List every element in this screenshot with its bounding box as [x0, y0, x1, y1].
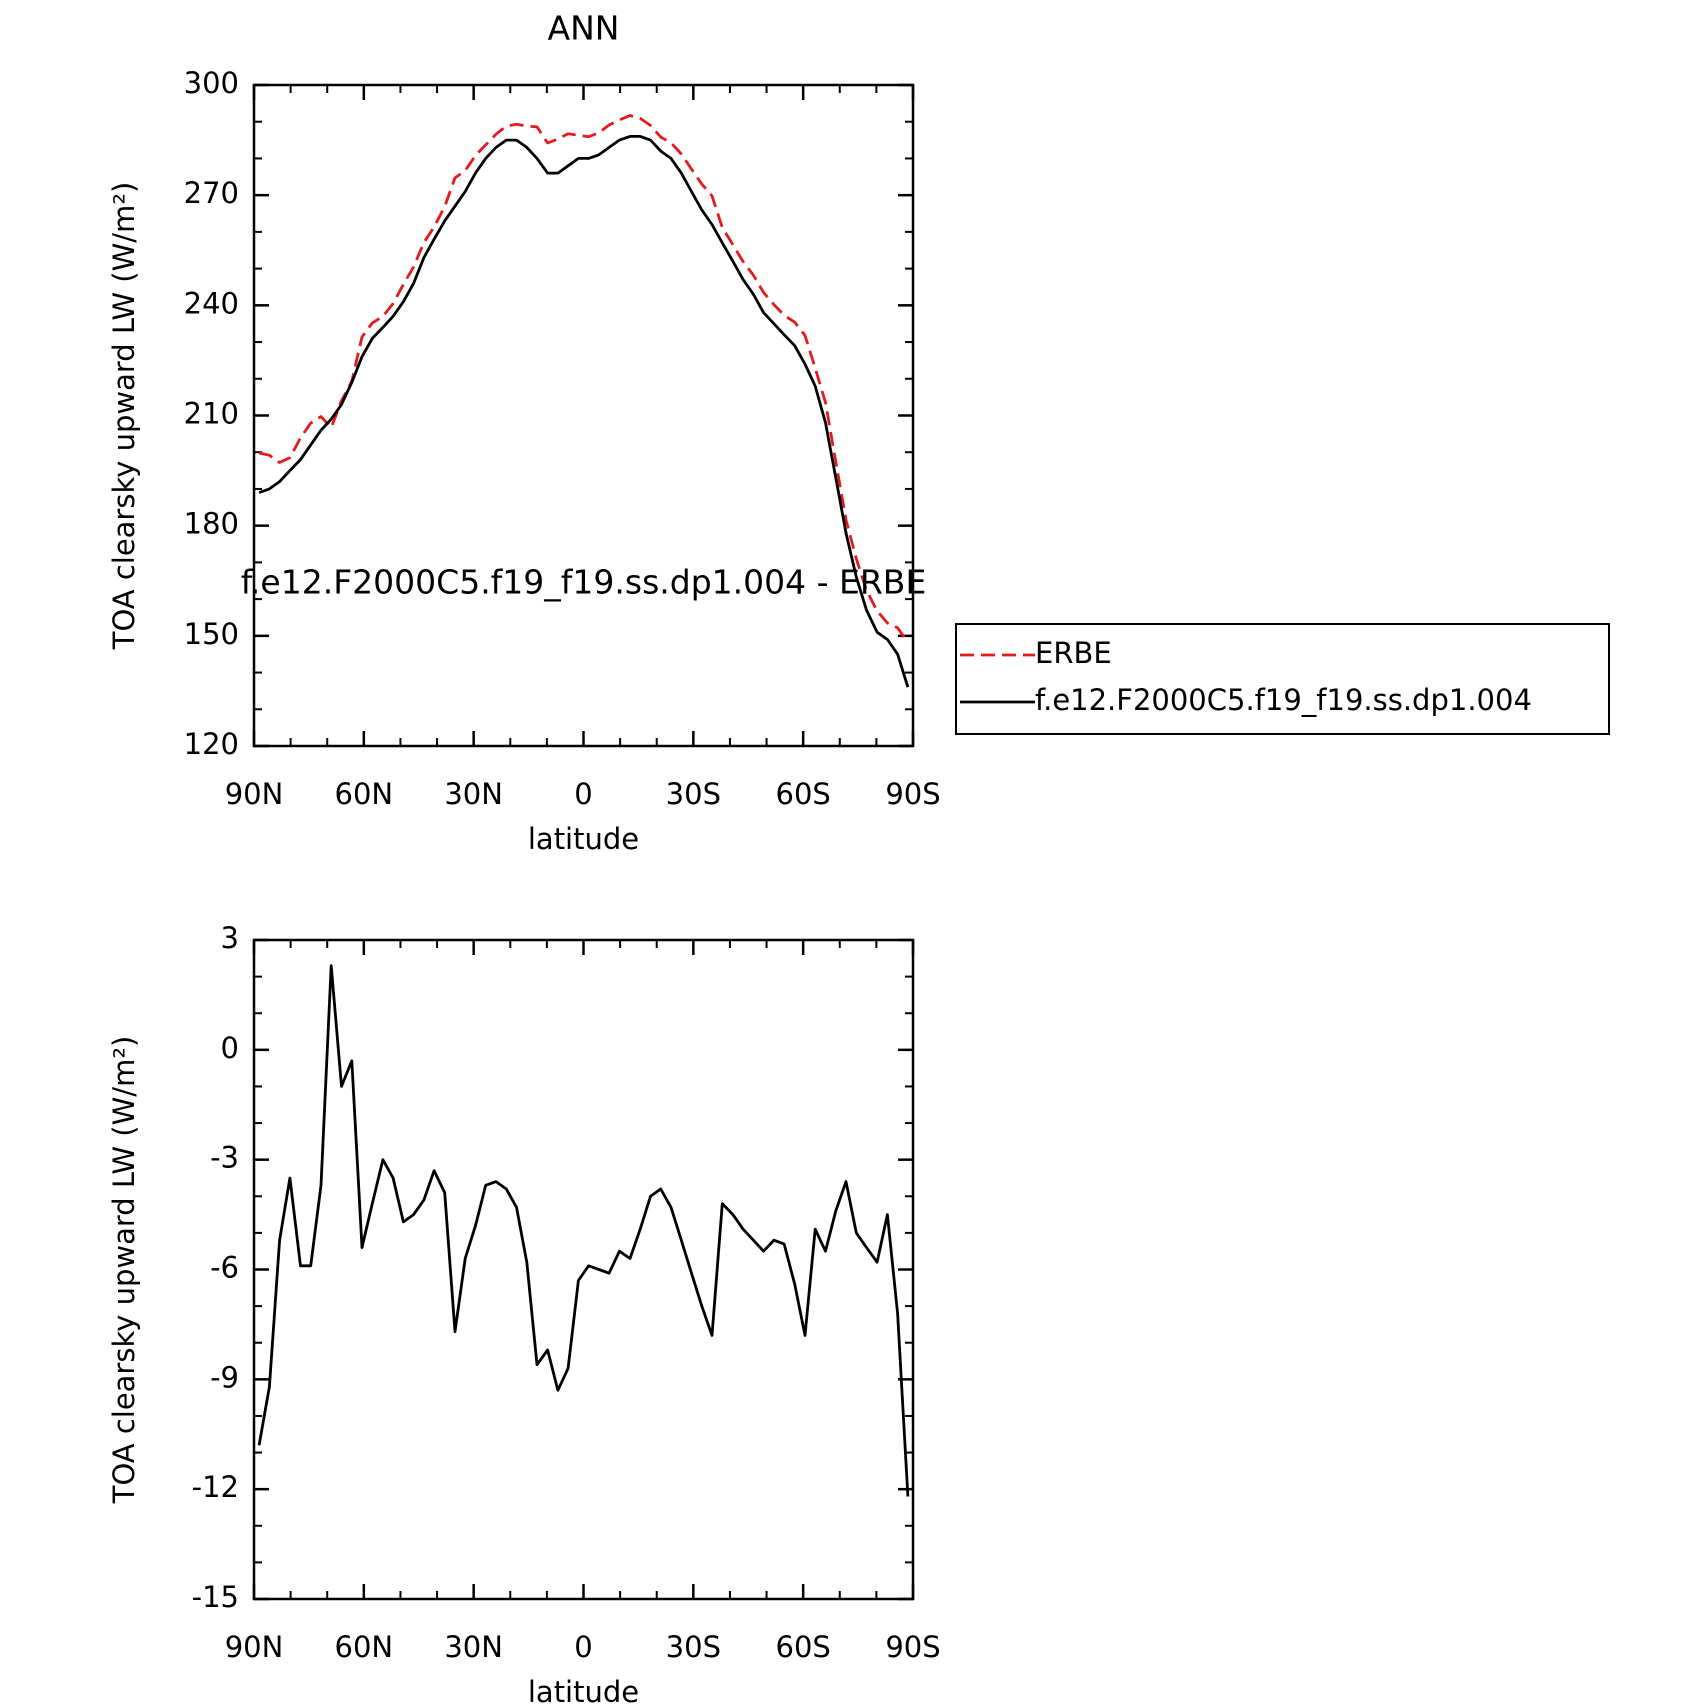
plot-frame: [252, 938, 915, 1601]
y-tick-label: -15: [192, 1580, 239, 1614]
y-tick-label: 300: [184, 66, 239, 100]
x-tick-label: 0: [574, 777, 592, 811]
x-tick-label: 30N: [444, 1630, 503, 1664]
chart-title: f.e12.F2000C5.f19_f19.ss.dp1.004 - ERBE: [241, 563, 927, 602]
x-tick-label: 90S: [885, 1630, 940, 1664]
x-tick-label: 60S: [776, 777, 831, 811]
x-tick-label: 60N: [335, 777, 394, 811]
y-tick-label: 180: [184, 507, 239, 541]
x-axis-label: latitude: [528, 1675, 639, 1708]
x-tick-label: 90S: [885, 777, 940, 811]
data-line: [258, 114, 910, 644]
y-tick-label: -12: [192, 1470, 239, 1504]
legend-box: [955, 623, 1610, 735]
x-tick-label: 30S: [666, 777, 721, 811]
plot-frame: [252, 83, 915, 748]
legend-label: ERBE: [1035, 636, 1112, 670]
y-tick-label: -3: [210, 1141, 239, 1175]
y-tick-label: 0: [221, 1031, 239, 1065]
y-tick-label: 3: [221, 921, 239, 955]
x-tick-label: 30N: [444, 777, 503, 811]
y-tick-label: 210: [184, 397, 239, 431]
y-axis-label: TOA clearsky upward LW (W/m²): [107, 1036, 141, 1505]
x-tick-label: 60S: [776, 1630, 831, 1664]
y-tick-label: 270: [184, 176, 239, 210]
x-axis-label: latitude: [528, 822, 639, 856]
y-tick-label: 120: [184, 727, 239, 761]
data-line: [257, 964, 910, 1497]
y-tick-label: 150: [184, 617, 239, 651]
y-tick-label: -9: [210, 1360, 239, 1394]
x-tick-label: 0: [574, 1630, 592, 1664]
y-axis-label: TOA clearsky upward LW (W/m²): [107, 182, 141, 651]
x-tick-label: 30S: [666, 1630, 721, 1664]
y-tick-label: -6: [210, 1251, 239, 1285]
chart-title: ANN: [548, 9, 620, 48]
x-tick-label: 90N: [225, 777, 284, 811]
legend-label: f.e12.F2000C5.f19_f19.ss.dp1.004: [1035, 683, 1532, 717]
data-line: [258, 135, 910, 688]
x-tick-label: 60N: [335, 1630, 394, 1664]
y-tick-label: 240: [184, 286, 239, 320]
x-tick-label: 90N: [225, 1630, 284, 1664]
